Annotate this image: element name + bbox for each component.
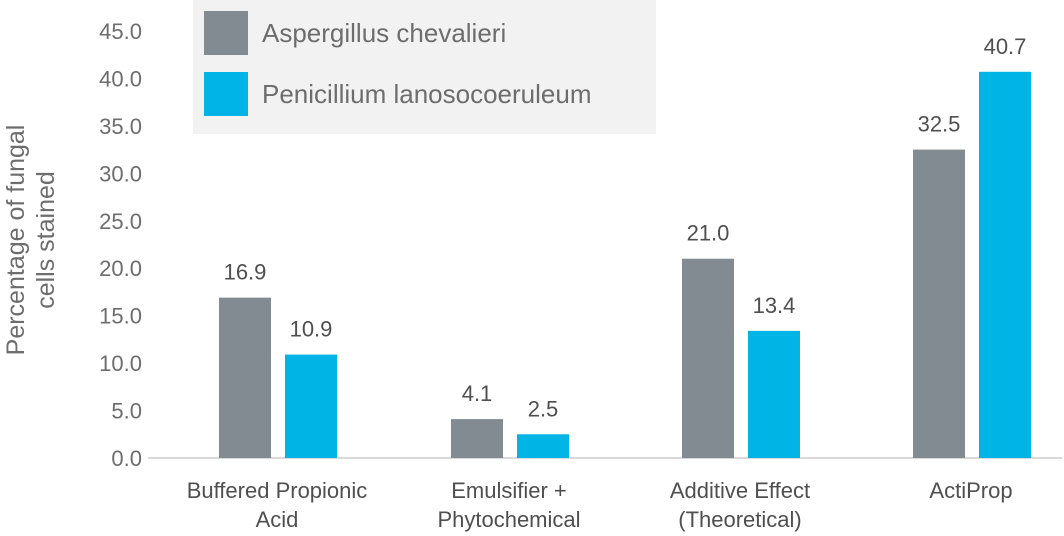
legend-swatch-2	[204, 72, 248, 116]
y-tick-label: 35.0	[99, 114, 142, 139]
category-label-4: ActiProp	[929, 478, 1012, 503]
category-label-3: Additive Effect (Theoretical)	[670, 478, 810, 532]
legend: Aspergillus chevalieri Penicillium lanoso…	[193, 0, 656, 134]
category-label-1: Buffered Propionic Acid	[187, 478, 368, 532]
data-label-s1-c1: 16.9	[224, 260, 267, 285]
data-label-s1-c4: 32.5	[918, 112, 961, 137]
legend-swatch-1	[204, 11, 248, 55]
y-axis-title-line: Percentage of fungal	[2, 125, 30, 356]
y-tick-label: 45.0	[99, 19, 142, 44]
y-axis-title-line: cells stained	[32, 171, 60, 309]
y-tick-label: 5.0	[111, 399, 142, 424]
y-tick-label: 20.0	[99, 256, 142, 281]
y-tick-label: 10.0	[99, 351, 142, 376]
category-label-line: Additive Effect	[670, 478, 810, 503]
data-label-s2-c1: 10.9	[290, 317, 333, 342]
bars	[219, 71, 1031, 459]
category-label-line: Acid	[256, 507, 299, 532]
data-label-s1-c2: 4.1	[462, 381, 493, 406]
legend-label-1: Aspergillus chevalieri	[262, 18, 506, 48]
bar-s1-c1	[219, 297, 271, 458]
bar-s2-c3	[748, 330, 800, 458]
bar-s2-c2	[517, 434, 569, 458]
category-label-line: ActiProp	[929, 478, 1012, 503]
data-label-s1-c3: 21.0	[687, 221, 730, 246]
category-label-line: (Theoretical)	[678, 507, 801, 532]
bar-s1-c4	[913, 149, 965, 458]
y-tick-label: 25.0	[99, 209, 142, 234]
y-axis-title-text: Percentage of fungalcells stained	[2, 125, 60, 356]
y-axis-ticks: 0.0 5.0 10.0 15.0 20.0 25.0 30.0 35.0 40.0 45.0	[99, 19, 142, 471]
category-label-line: Buffered Propionic	[187, 478, 368, 503]
bar-s2-c1	[285, 354, 337, 458]
data-label-s2-c4: 40.7	[984, 34, 1027, 59]
y-tick-label: 15.0	[99, 304, 142, 329]
data-label-s2-c2: 2.5	[528, 396, 559, 421]
category-labels: Buffered Propionic Acid Emulsifier + Phytoc…	[187, 478, 1013, 532]
data-labels: 16.9 4.1 21.0 32.5 10.9 2.5 13.4 40.7	[224, 34, 1027, 421]
y-tick-label: 30.0	[99, 161, 142, 186]
legend-label-2: Penicillium lanosocoeruleum	[262, 79, 592, 109]
bar-s1-c2	[451, 419, 503, 458]
category-label-line: Emulsifier +	[451, 478, 567, 503]
bar-s2-c4	[979, 71, 1031, 459]
category-label-line: Phytochemical	[437, 507, 580, 532]
y-axis-title: Percentage of fungalcells stained	[2, 125, 60, 356]
y-tick-label: 0.0	[111, 446, 142, 471]
data-label-s2-c3: 13.4	[753, 293, 796, 318]
legend-background	[193, 0, 656, 134]
bar-s1-c3	[682, 258, 734, 458]
y-tick-label: 40.0	[99, 66, 142, 91]
category-label-2: Emulsifier + Phytochemical	[437, 478, 580, 532]
